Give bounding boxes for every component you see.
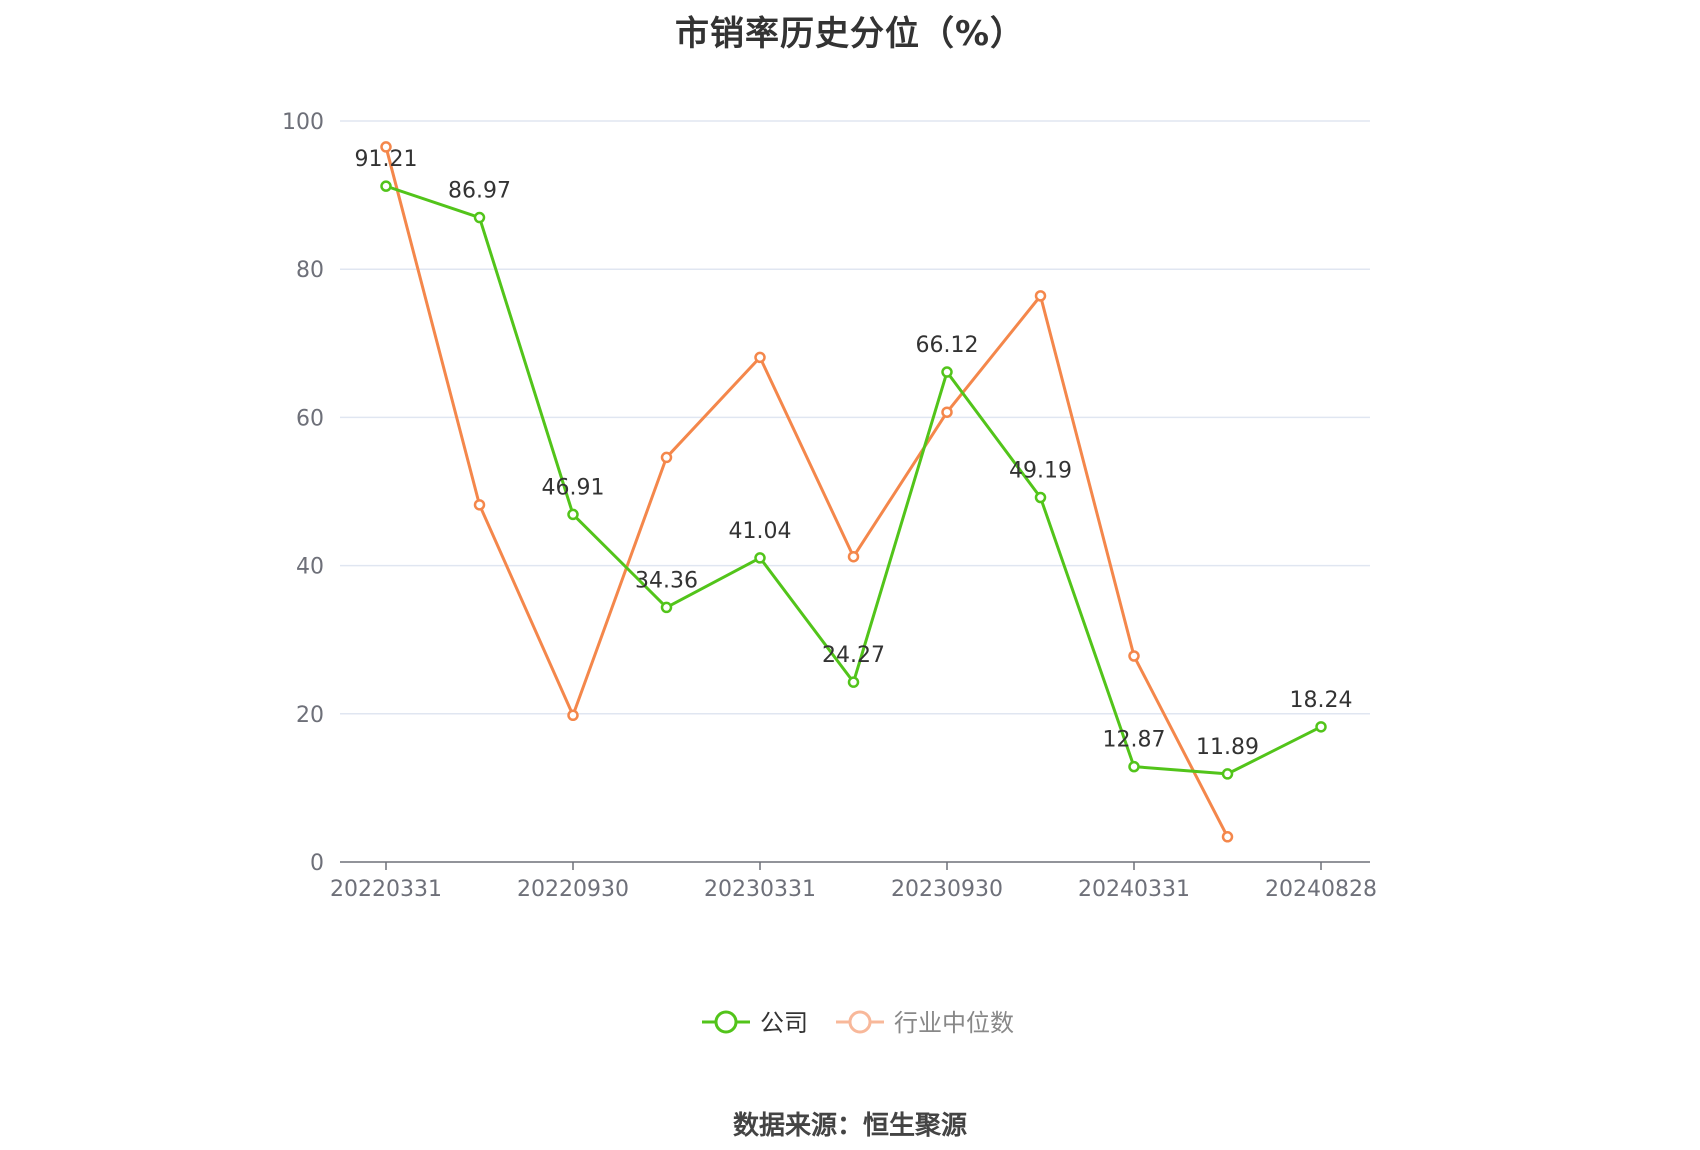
y-axis: 0 20 40 60 80 100 [282,110,324,876]
data-point[interactable] [380,141,392,153]
legend-label: 公司 [760,1009,808,1037]
data-point[interactable] [1128,760,1140,773]
data-point[interactable] [1315,721,1327,733]
x-tick-label: 20220930 [517,877,629,902]
y-tick-label: 60 [296,406,324,431]
y-tick-label: 20 [296,703,324,728]
data-label: 11.89 [1196,735,1259,760]
data-label: 66.12 [916,333,979,358]
data-labels: 91.21 86.97 46.91 34.36 41.04 24.27 66.12 49.19… [355,147,1353,760]
x-tick-label: 20230331 [704,877,816,902]
grid-lines [340,120,1370,715]
data-point[interactable] [847,550,860,563]
data-label: 12.87 [1103,728,1166,753]
data-point[interactable] [847,676,860,688]
data-point[interactable] [941,366,953,378]
data-label: 46.91 [542,475,605,500]
data-point[interactable] [380,180,392,192]
legend-item-industry-median[interactable]: 行业中位数 [836,1009,1014,1037]
data-point[interactable] [660,451,673,464]
y-tick-label: 80 [296,258,324,283]
legend-marker [714,1010,738,1034]
legend-marker [848,1010,872,1034]
chart-title: 市销率历史分位（%） [674,14,1026,54]
x-tick-label: 20240828 [1265,877,1377,902]
data-point[interactable] [941,406,953,418]
data-label: 91.21 [355,147,418,172]
data-label: 34.36 [635,568,698,593]
data-point[interactable] [660,601,673,614]
y-tick-label: 40 [296,555,324,580]
data-point[interactable] [1034,491,1047,504]
legend-item-company[interactable]: 公司 [702,1009,808,1037]
y-tick-label: 0 [310,851,324,876]
data-point[interactable] [1128,650,1140,662]
data-point[interactable] [567,508,579,521]
data-point[interactable] [567,709,579,722]
data-point[interactable] [473,211,486,224]
data-label: 86.97 [448,179,511,204]
x-tick-label: 20220331 [330,877,442,902]
data-point[interactable] [473,499,486,511]
data-source: 数据来源：恒生聚源 [732,1111,967,1141]
x-tick-label: 20240331 [1078,877,1190,902]
series-line-industry-median [384,146,1229,838]
data-point[interactable] [754,552,766,564]
data-label: 18.24 [1290,688,1353,713]
series-group [380,141,1327,843]
y-tick-label: 100 [282,110,324,135]
data-label: 49.19 [1009,459,1072,484]
data-point[interactable] [1221,831,1234,843]
data-point[interactable] [1034,290,1047,302]
x-axis: 20220331 20220930 20230331 20230930 20240331… [330,861,1377,902]
x-tick-label: 20230930 [891,877,1003,902]
data-label: 24.27 [822,643,885,668]
legend[interactable]: 公司 行业中位数 [702,1009,1014,1037]
data-point[interactable] [754,351,766,364]
data-label: 41.04 [729,519,792,544]
legend-label: 行业中位数 [894,1009,1014,1037]
data-point[interactable] [1221,768,1234,780]
